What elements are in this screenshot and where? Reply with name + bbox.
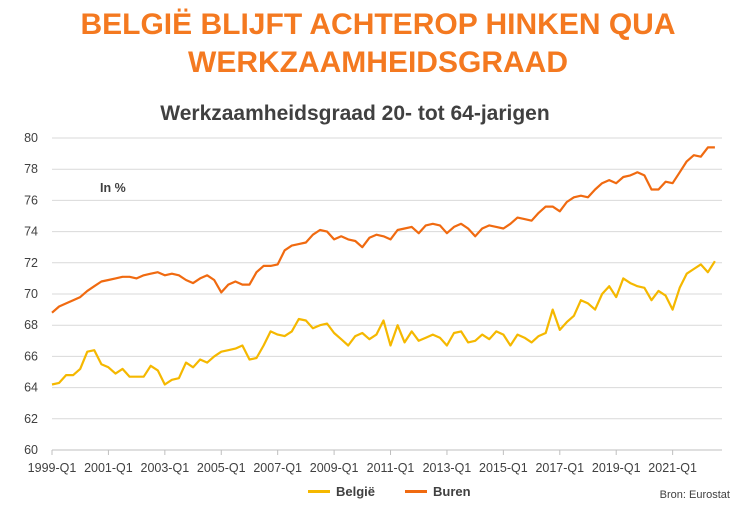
y-tick-label: 74	[24, 225, 38, 239]
grid-lines	[52, 137, 722, 451]
x-tick-label: 2019-Q1	[592, 461, 641, 475]
legend-label-buren: Buren	[433, 484, 471, 499]
x-tick-label: 2009-Q1	[310, 461, 359, 475]
x-tick-label: 2015-Q1	[479, 461, 528, 475]
legend: België Buren	[308, 484, 471, 499]
series-lines	[51, 146, 716, 386]
chart-title: Werkzaamheidsgraad 20- tot 64-jarigen	[160, 102, 550, 125]
x-tick-label: 2005-Q1	[197, 461, 246, 475]
x-tick-label: 2003-Q1	[141, 461, 190, 475]
series-line-belgie	[51, 260, 716, 386]
y-tick-label: 76	[24, 193, 38, 207]
x-tick-label: 1999-Q1	[28, 461, 77, 475]
x-tick-label: 2011-Q1	[367, 461, 415, 475]
y-tick-label: 68	[24, 318, 38, 332]
legend-label-belgie: België	[336, 484, 376, 499]
y-tick-label: 72	[24, 256, 38, 270]
source-note: Bron: Eurostat	[659, 489, 730, 501]
x-tick-label: 2017-Q1	[535, 461, 584, 475]
legend-item-belgie: België	[308, 484, 375, 499]
y-tick-label: 62	[24, 412, 38, 426]
y-tick-label: 70	[24, 287, 38, 301]
y-tick-label: 64	[24, 381, 38, 395]
unit-note: In %	[100, 181, 126, 195]
x-tick-label: 2001-Q1	[84, 461, 133, 475]
x-tick-label: 2013-Q1	[423, 461, 472, 475]
y-axis-ticks: 60 62 64 66 68 70 72 74 76 78 80	[24, 131, 38, 457]
legend-item-buren: Buren	[405, 484, 471, 499]
y-tick-label: 80	[24, 131, 38, 145]
x-tick-label: 2007-Q1	[253, 461, 302, 475]
x-axis-ticks: 1999-Q1 2001-Q1 2003-Q1 2005-Q1 2007-Q1 2009-…	[28, 450, 697, 475]
y-tick-label: 78	[24, 162, 38, 176]
legend-swatch-belgie	[308, 490, 330, 493]
legend-swatch-buren	[405, 490, 428, 493]
headline: BELGIË BLIJFT ACHTEROP HINKEN QUA WERKZA…	[80, 8, 676, 79]
y-tick-label: 66	[24, 349, 38, 363]
y-tick-label: 60	[24, 443, 38, 457]
series-line-buren	[51, 146, 715, 314]
x-tick-label: 2021-Q1	[648, 461, 697, 475]
